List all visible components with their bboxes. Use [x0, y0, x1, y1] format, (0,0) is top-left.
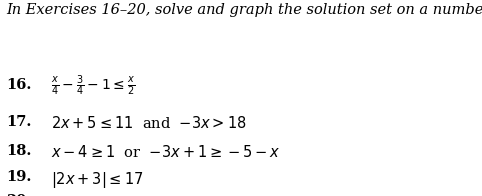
Text: $2x + 5 \leq 11$  and  $-3x > 18$: $2x + 5 \leq 11$ and $-3x > 18$ — [51, 115, 246, 131]
Text: 17.: 17. — [6, 115, 31, 129]
Text: 20.: 20. — [6, 194, 31, 196]
Text: $|2x + 3| \leq 17$: $|2x + 3| \leq 17$ — [51, 170, 143, 190]
Text: $x - 4 \geq 1$  or  $-3x + 1 \geq -5 - x$: $x - 4 \geq 1$ or $-3x + 1 \geq -5 - x$ — [51, 144, 280, 160]
Text: $|3x - 8| > 7$: $|3x - 8| > 7$ — [51, 194, 134, 196]
Text: 16.: 16. — [6, 78, 31, 92]
Text: In Exercises 16–20, solve and graph the solution set on a number line.: In Exercises 16–20, solve and graph the … — [6, 3, 482, 17]
Text: 18.: 18. — [6, 144, 31, 158]
Text: 19.: 19. — [6, 170, 31, 183]
Text: $\frac{x}{4} - \frac{3}{4} - 1 \leq \frac{x}{2}$: $\frac{x}{4} - \frac{3}{4} - 1 \leq \fra… — [51, 74, 135, 98]
